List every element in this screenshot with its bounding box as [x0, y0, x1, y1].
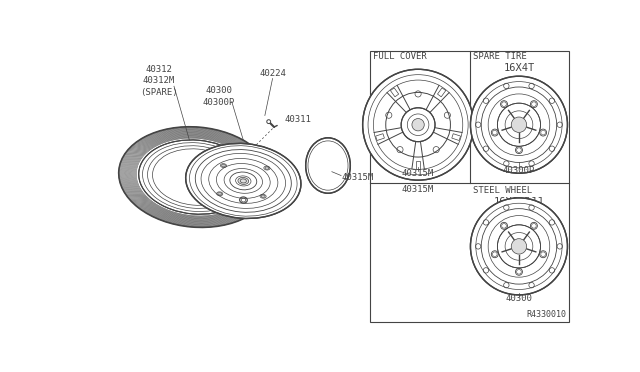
- Ellipse shape: [261, 195, 265, 198]
- Circle shape: [412, 119, 424, 131]
- Circle shape: [267, 120, 271, 124]
- Circle shape: [401, 108, 435, 142]
- Text: 40312
40312M
(SPARE): 40312 40312M (SPARE): [140, 64, 177, 97]
- Text: FULL COVER: FULL COVER: [373, 52, 427, 61]
- Text: 40315M: 40315M: [402, 170, 434, 179]
- Bar: [416, 161, 420, 169]
- Ellipse shape: [218, 193, 221, 195]
- Ellipse shape: [139, 140, 252, 214]
- Bar: [390, 88, 399, 97]
- Circle shape: [470, 76, 568, 173]
- Circle shape: [470, 198, 568, 295]
- Text: 16X4T: 16X4T: [503, 63, 534, 73]
- Circle shape: [532, 224, 536, 228]
- Bar: [452, 134, 461, 141]
- Text: 40315M: 40315M: [402, 185, 434, 194]
- Text: 16X6.5JJ: 16X6.5JJ: [494, 197, 544, 207]
- Bar: [371, 51, 569, 322]
- Circle shape: [541, 252, 545, 257]
- Text: R4330010: R4330010: [526, 310, 566, 319]
- Text: 40315M: 40315M: [342, 173, 374, 182]
- Ellipse shape: [186, 143, 301, 218]
- Circle shape: [502, 102, 506, 106]
- Bar: [376, 134, 385, 141]
- Circle shape: [516, 269, 521, 274]
- Ellipse shape: [306, 138, 350, 193]
- Circle shape: [493, 130, 497, 135]
- Text: 40300
40300P: 40300 40300P: [202, 86, 235, 107]
- Circle shape: [363, 69, 474, 180]
- Circle shape: [511, 117, 527, 132]
- Ellipse shape: [265, 167, 269, 169]
- Circle shape: [502, 224, 506, 228]
- Circle shape: [511, 239, 527, 254]
- Ellipse shape: [238, 177, 249, 185]
- Text: STEEL WHEEL: STEEL WHEEL: [473, 186, 532, 195]
- Ellipse shape: [221, 164, 225, 167]
- Text: 40224: 40224: [259, 68, 286, 78]
- Text: 40311: 40311: [284, 115, 311, 124]
- Text: 40300P: 40300P: [503, 166, 535, 176]
- Text: 40300: 40300: [506, 294, 532, 303]
- Circle shape: [497, 103, 541, 146]
- Circle shape: [541, 130, 545, 135]
- Text: SPARE TIRE: SPARE TIRE: [473, 52, 527, 61]
- Bar: [438, 88, 445, 97]
- Circle shape: [532, 102, 536, 106]
- Circle shape: [516, 148, 521, 153]
- Circle shape: [493, 252, 497, 257]
- Circle shape: [497, 225, 541, 268]
